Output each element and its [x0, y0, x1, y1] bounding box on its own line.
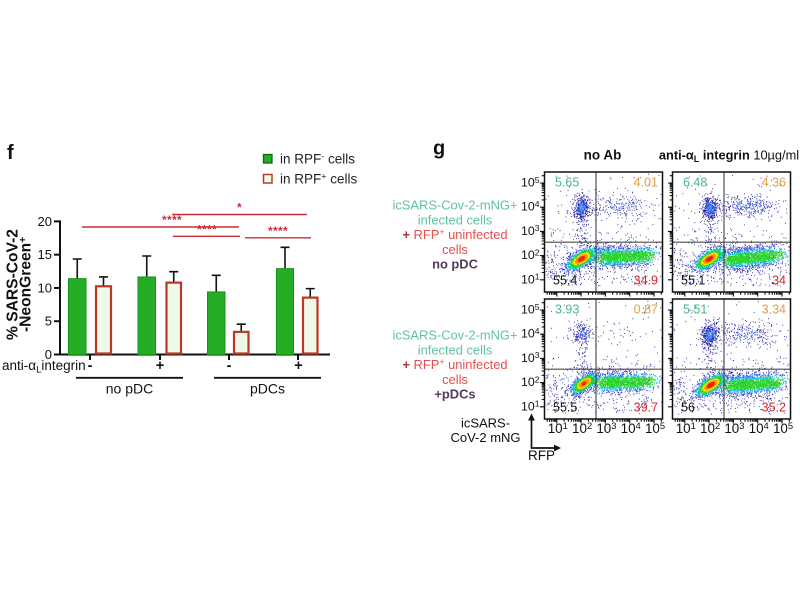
svg-text:****: **** — [268, 224, 288, 238]
svg-text:pDCs: pDCs — [250, 381, 285, 397]
svg-text:5: 5 — [45, 314, 52, 329]
svg-text:icSARS-Cov-2-mNG+: icSARS-Cov-2-mNG+ — [393, 328, 518, 343]
svg-text:CoV-2 mNG: CoV-2 mNG — [450, 430, 520, 445]
svg-text:10: 10 — [38, 280, 52, 295]
svg-text:5.51: 5.51 — [683, 303, 707, 317]
svg-text:55.4: 55.4 — [553, 274, 577, 288]
svg-text:0: 0 — [45, 347, 52, 362]
svg-text:+ RFP+ uninfected: + RFP+ uninfected — [402, 227, 507, 242]
svg-text:20: 20 — [38, 214, 52, 229]
svg-text:*: * — [237, 201, 242, 215]
svg-text:anti-αL integrin 10µg/ml: anti-αL integrin 10µg/ml — [659, 148, 799, 165]
svg-text:RFP: RFP — [528, 448, 555, 463]
svg-text:cells: cells — [442, 372, 468, 387]
svg-text:4.36: 4.36 — [762, 176, 786, 190]
svg-text:-: - — [227, 358, 232, 374]
svg-text:no Ab: no Ab — [584, 148, 622, 163]
svg-text:cells: cells — [442, 242, 468, 257]
svg-text:3.93: 3.93 — [555, 303, 579, 317]
svg-text:55.1: 55.1 — [681, 274, 705, 288]
svg-text:icSARS-: icSARS- — [461, 416, 510, 431]
svg-text:+ RFP+ uninfected: + RFP+ uninfected — [402, 357, 507, 372]
svg-text:34.9: 34.9 — [634, 274, 658, 288]
svg-text:-: - — [88, 358, 93, 374]
svg-text:+: + — [294, 358, 302, 374]
svg-text:****: **** — [162, 213, 182, 227]
svg-text:+: + — [156, 358, 164, 374]
svg-text:****: **** — [197, 222, 217, 236]
svg-text:35.2: 35.2 — [762, 401, 786, 415]
svg-text:56: 56 — [681, 401, 695, 415]
svg-text:4.01: 4.01 — [634, 176, 658, 190]
svg-text:3.34: 3.34 — [762, 303, 786, 317]
svg-text:infected cells: infected cells — [418, 212, 493, 227]
svg-text:34: 34 — [772, 274, 786, 288]
svg-text:g: g — [433, 138, 445, 160]
svg-text:15: 15 — [38, 247, 52, 262]
svg-text:5.65: 5.65 — [555, 176, 579, 190]
svg-text:no pDC: no pDC — [106, 381, 153, 397]
svg-text:55.5: 55.5 — [553, 401, 577, 415]
svg-text:0.87: 0.87 — [634, 303, 658, 317]
svg-text:infected cells: infected cells — [418, 342, 493, 357]
svg-text:no pDC: no pDC — [432, 257, 478, 272]
svg-text:icSARS-Cov-2-mNG+: icSARS-Cov-2-mNG+ — [393, 198, 518, 213]
svg-text:f: f — [7, 142, 14, 164]
svg-text:% SARS-CoV-2-NeonGreen+: % SARS-CoV-2-NeonGreen+ — [5, 229, 35, 340]
svg-text:anti-αLintegrin: anti-αLintegrin — [2, 358, 86, 376]
svg-text:6.48: 6.48 — [683, 176, 707, 190]
svg-text:in RPF- cells: in RPF- cells — [280, 152, 355, 167]
svg-text:+pDCs: +pDCs — [434, 387, 475, 402]
svg-text:39.7: 39.7 — [634, 401, 658, 415]
svg-text:in RPF+ cells: in RPF+ cells — [280, 172, 358, 187]
